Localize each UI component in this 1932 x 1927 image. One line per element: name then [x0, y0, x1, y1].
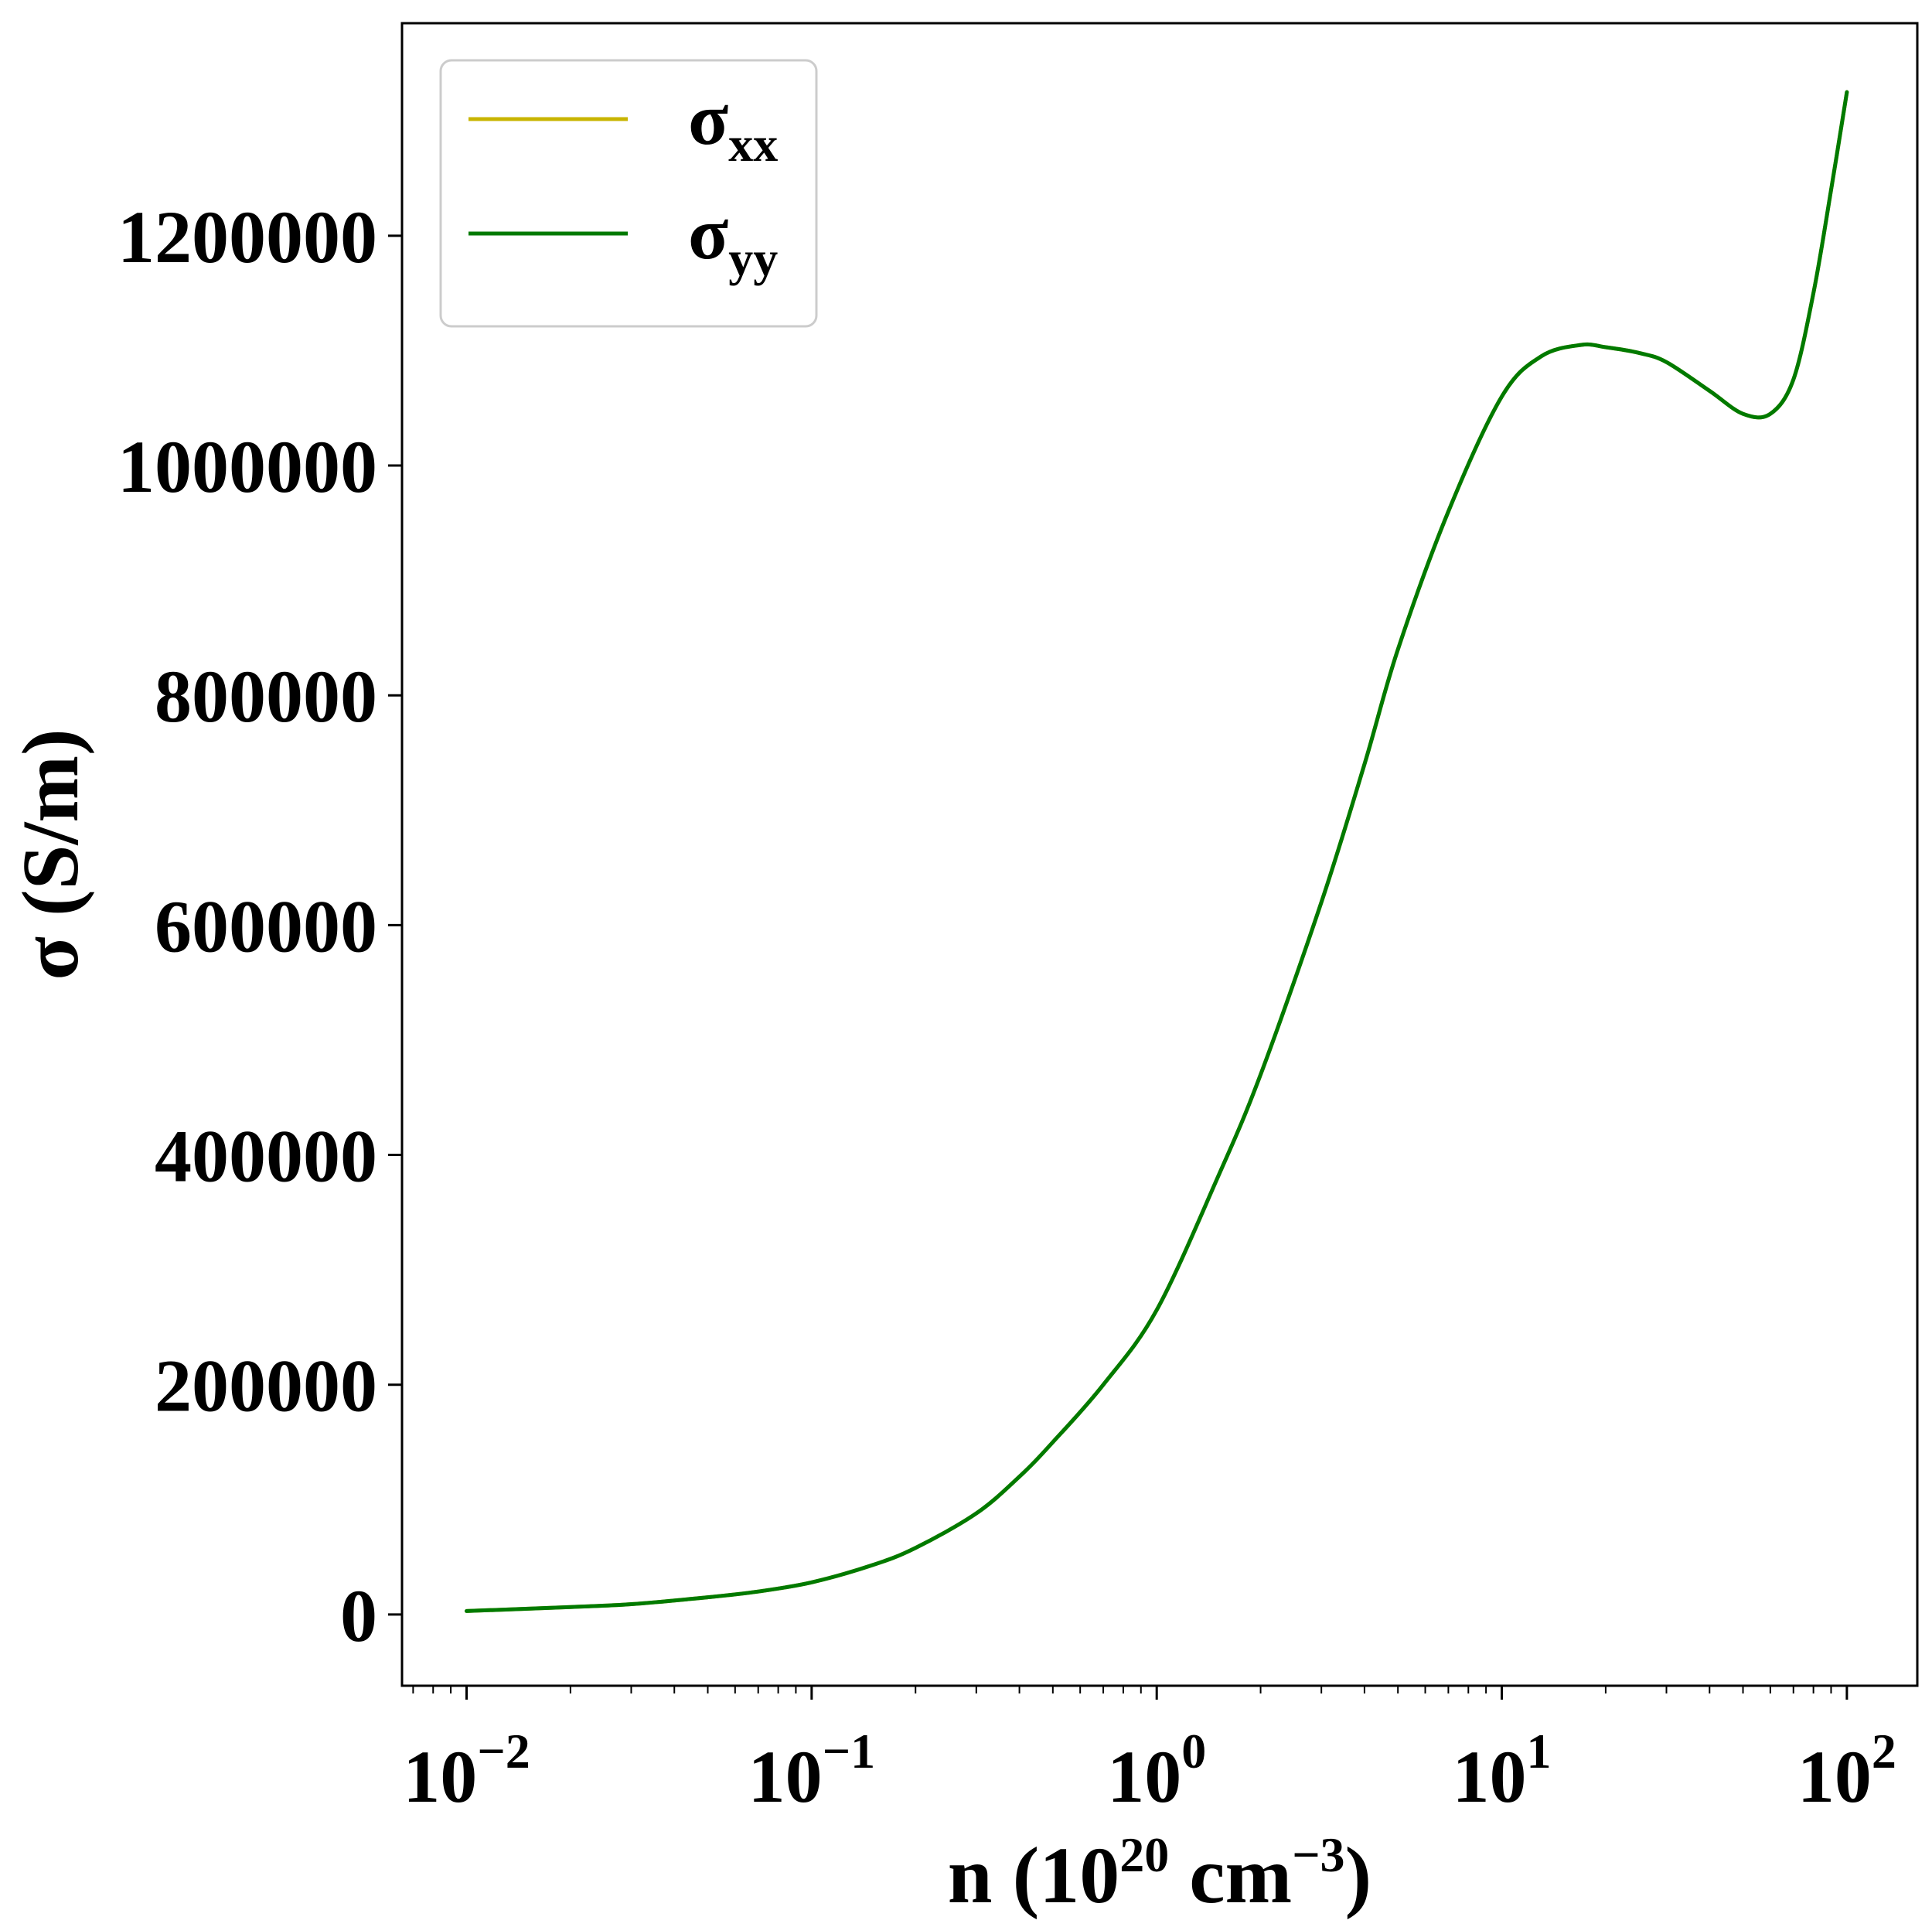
series-layer — [465, 90, 1849, 1613]
plot-frame — [400, 22, 1919, 1687]
y-axis-label: σ (S/m) — [6, 728, 95, 980]
legend: σxx σyy — [439, 59, 818, 328]
legend-box — [439, 59, 818, 328]
y-axis-ticks: 0 200000 400000 600000 800000 1000000 1200000 — [118, 196, 402, 1657]
x-axis-ticks: 10−2 10−1 100 101 102 — [403, 1686, 1896, 1818]
x-tick-label: 102 — [1797, 1724, 1896, 1818]
legend-label-sigma-yy: σyy — [688, 192, 778, 286]
x-tick-label: 10−2 — [403, 1724, 530, 1818]
x-tick-label: 10−1 — [748, 1724, 875, 1818]
y-tick-label: 600000 — [155, 885, 377, 967]
y-tick-label: 800000 — [155, 655, 377, 738]
y-tick-label: 200000 — [155, 1345, 377, 1427]
series-line-sigma-yy — [465, 90, 1849, 1613]
x-axis-label: n (1020 cm−3) — [948, 1827, 1371, 1920]
y-tick-label: 1000000 — [118, 425, 377, 508]
y-tick-label: 400000 — [155, 1115, 377, 1198]
y-tick-label: 1200000 — [118, 196, 377, 278]
x-tick-label: 101 — [1453, 1724, 1552, 1818]
y-tick-label: 0 — [340, 1574, 377, 1657]
legend-label-sigma-xx: σxx — [688, 77, 778, 172]
x-tick-label: 100 — [1107, 1724, 1206, 1818]
